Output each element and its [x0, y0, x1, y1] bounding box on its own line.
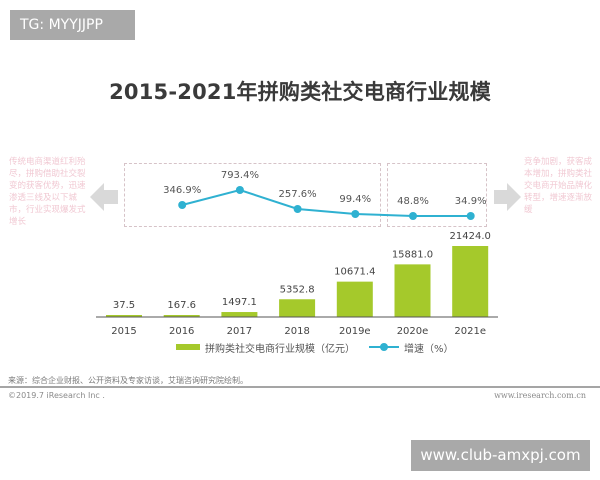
top-watermark-badge: TG: MYYJJPP	[10, 10, 135, 40]
right-annotation: 竞争加剧，获客成本增加，拼购类社交电商开始品牌化转型，增速逐渐放缓	[524, 157, 593, 215]
source-note: 来源：综合企业财报、公开资料及专家访谈，艾瑞咨询研究院绘制。	[8, 376, 248, 385]
bar	[221, 312, 258, 317]
growth-value-label: 257.6%	[279, 189, 317, 200]
x-tick-label: 2015	[111, 326, 136, 337]
bar-series	[106, 246, 489, 317]
right-arrow-icon	[494, 183, 521, 211]
x-tick-label: 2019e	[339, 326, 371, 337]
bar	[279, 299, 316, 317]
x-tick-label: 2020e	[397, 326, 429, 337]
footer-divider	[0, 386, 600, 388]
bar-value-label: 21424.0	[450, 231, 491, 242]
growth-line	[181, 188, 471, 217]
legend-bar-swatch	[176, 344, 200, 350]
growth-value-label: 34.9%	[455, 196, 487, 207]
bar	[336, 281, 373, 317]
legend-bar-label: 拼购类社交电商行业规模（亿元）	[205, 343, 355, 355]
bar-value-label: 5352.8	[280, 284, 315, 295]
copyright: ©2019.7 iResearch Inc .	[8, 391, 105, 400]
x-tick-label: 2018	[284, 326, 309, 337]
bottom-watermark-badge: www.club-amxpj.com	[411, 440, 590, 471]
growth-point	[351, 210, 360, 218]
left-arrow-icon	[90, 183, 118, 211]
growth-point	[466, 212, 475, 220]
growth-point	[293, 205, 302, 213]
bar-value-label: 15881.0	[392, 249, 433, 260]
growth-point	[235, 186, 244, 194]
growth-point	[178, 201, 187, 209]
bar	[452, 246, 489, 317]
chart-title: 2015-2021年拼购类社交电商行业规模	[109, 80, 491, 104]
left-annotation: 传统电商渠道红利殆尽，拼购借助社交裂变的获客优势，迅速渗透三线及以下城市，行业实…	[9, 157, 86, 227]
dashed-box-growth-phase	[124, 163, 381, 227]
x-tick-label: 2016	[169, 326, 194, 337]
growth-value-label: 48.8%	[397, 196, 429, 207]
bar	[106, 315, 142, 317]
bar-value-label: 37.5	[113, 300, 135, 311]
site-url: www.iresearch.com.cn	[494, 391, 586, 400]
growth-value-label: 99.4%	[339, 194, 371, 205]
growth-value-label: 346.9%	[163, 185, 201, 196]
dashed-box-slowdown-phase	[387, 163, 487, 227]
legend: 拼购类社交电商行业规模（亿元） 增速（%）	[176, 340, 454, 355]
bar-value-label: 1497.1	[222, 297, 257, 308]
bar	[394, 264, 431, 317]
x-tick-label: 2021e	[454, 326, 486, 337]
growth-line-series	[178, 186, 475, 220]
bar-value-label: 10671.4	[334, 267, 375, 278]
legend-line-swatch	[369, 341, 399, 353]
x-tick-label: 2017	[227, 326, 252, 337]
bar-value-label: 167.6	[167, 300, 196, 311]
bar	[163, 315, 200, 317]
legend-line-label: 增速（%）	[404, 343, 454, 355]
growth-point	[409, 212, 417, 220]
growth-value-label: 793.4%	[221, 170, 259, 181]
